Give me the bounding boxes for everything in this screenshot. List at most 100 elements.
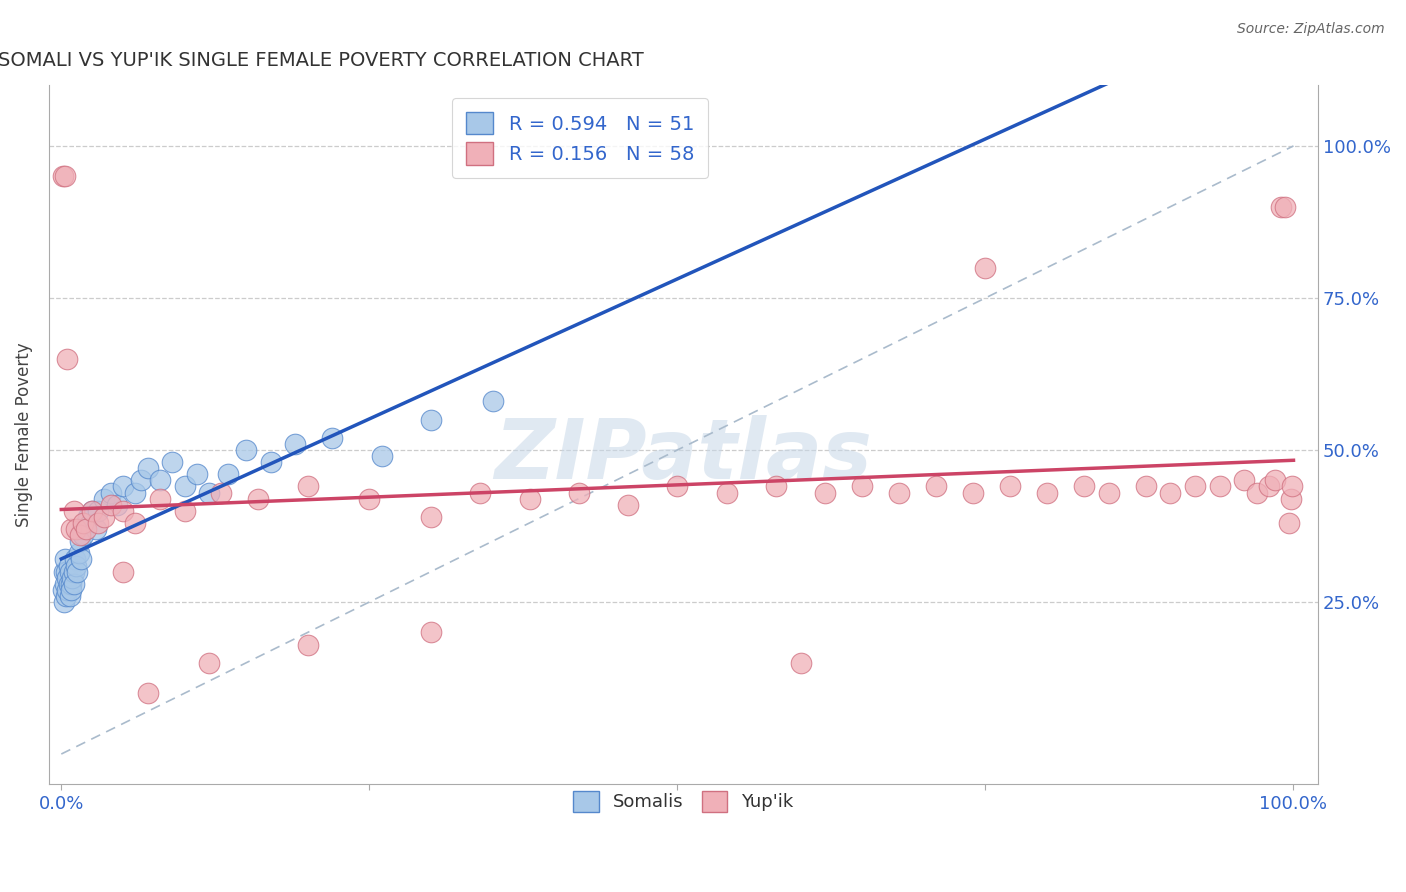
Point	[186, 467, 208, 482]
Point	[297, 638, 319, 652]
Point	[211, 485, 233, 500]
Point	[105, 498, 128, 512]
Point	[60, 582, 83, 597]
Point	[889, 485, 911, 500]
Point	[72, 516, 94, 530]
Point	[53, 576, 76, 591]
Point	[111, 565, 134, 579]
Point	[1274, 200, 1296, 214]
Point	[420, 625, 443, 640]
Point	[84, 522, 107, 536]
Point	[100, 485, 122, 500]
Point	[56, 351, 79, 366]
Point	[82, 504, 104, 518]
Point	[1264, 474, 1286, 488]
Point	[260, 455, 283, 469]
Point	[247, 491, 270, 506]
Point	[53, 169, 76, 184]
Point	[136, 686, 159, 700]
Point	[62, 576, 84, 591]
Point	[568, 485, 591, 500]
Point	[55, 589, 77, 603]
Point	[70, 522, 93, 536]
Point	[124, 485, 146, 500]
Point	[52, 565, 75, 579]
Point	[56, 582, 79, 597]
Point	[131, 474, 153, 488]
Point	[63, 552, 86, 566]
Point	[925, 479, 948, 493]
Point	[321, 431, 343, 445]
Point	[962, 485, 984, 500]
Point	[173, 479, 195, 493]
Point	[136, 461, 159, 475]
Point	[617, 498, 640, 512]
Point	[1135, 479, 1157, 493]
Point	[284, 437, 307, 451]
Text: SOMALI VS YUP'IK SINGLE FEMALE POVERTY CORRELATION CHART: SOMALI VS YUP'IK SINGLE FEMALE POVERTY C…	[0, 51, 644, 70]
Point	[149, 491, 172, 506]
Point	[111, 479, 134, 493]
Point	[77, 509, 100, 524]
Point	[60, 576, 83, 591]
Point	[765, 479, 787, 493]
Point	[56, 571, 79, 585]
Point	[160, 455, 183, 469]
Point	[100, 498, 122, 512]
Point	[851, 479, 873, 493]
Point	[974, 260, 997, 275]
Point	[53, 552, 76, 566]
Point	[198, 485, 221, 500]
Point	[519, 491, 541, 506]
Point	[62, 504, 84, 518]
Point	[65, 558, 87, 573]
Point	[75, 522, 97, 536]
Point	[60, 522, 83, 536]
Point	[67, 546, 90, 560]
Point	[481, 394, 503, 409]
Point	[198, 656, 221, 670]
Point	[59, 565, 82, 579]
Text: Source: ZipAtlas.com: Source: ZipAtlas.com	[1237, 22, 1385, 37]
Point	[62, 565, 84, 579]
Point	[1098, 485, 1121, 500]
Text: ZIPatlas: ZIPatlas	[495, 416, 873, 496]
Point	[93, 509, 115, 524]
Point	[998, 479, 1021, 493]
Point	[1036, 485, 1059, 500]
Point	[60, 571, 83, 585]
Point	[51, 582, 73, 597]
Point	[359, 491, 381, 506]
Point	[1279, 491, 1302, 506]
Point	[1073, 479, 1095, 493]
Point	[173, 504, 195, 518]
Point	[111, 504, 134, 518]
Point	[217, 467, 239, 482]
Y-axis label: Single Female Poverty: Single Female Poverty	[15, 343, 32, 527]
Point	[1159, 485, 1181, 500]
Point	[297, 479, 319, 493]
Point	[420, 412, 443, 426]
Point	[66, 565, 89, 579]
Point	[1246, 485, 1268, 500]
Point	[58, 576, 80, 591]
Point	[72, 528, 94, 542]
Point	[1277, 516, 1299, 530]
Point	[149, 474, 172, 488]
Point	[420, 509, 443, 524]
Point	[124, 516, 146, 530]
Point	[58, 558, 80, 573]
Point	[82, 504, 104, 518]
Point	[59, 589, 82, 603]
Point	[470, 485, 492, 500]
Point	[55, 565, 77, 579]
Point	[1270, 200, 1292, 214]
Point	[75, 516, 97, 530]
Point	[370, 449, 392, 463]
Point	[93, 491, 115, 506]
Point	[789, 656, 811, 670]
Point	[87, 516, 110, 530]
Point	[69, 534, 91, 549]
Point	[235, 442, 257, 457]
Point	[814, 485, 837, 500]
